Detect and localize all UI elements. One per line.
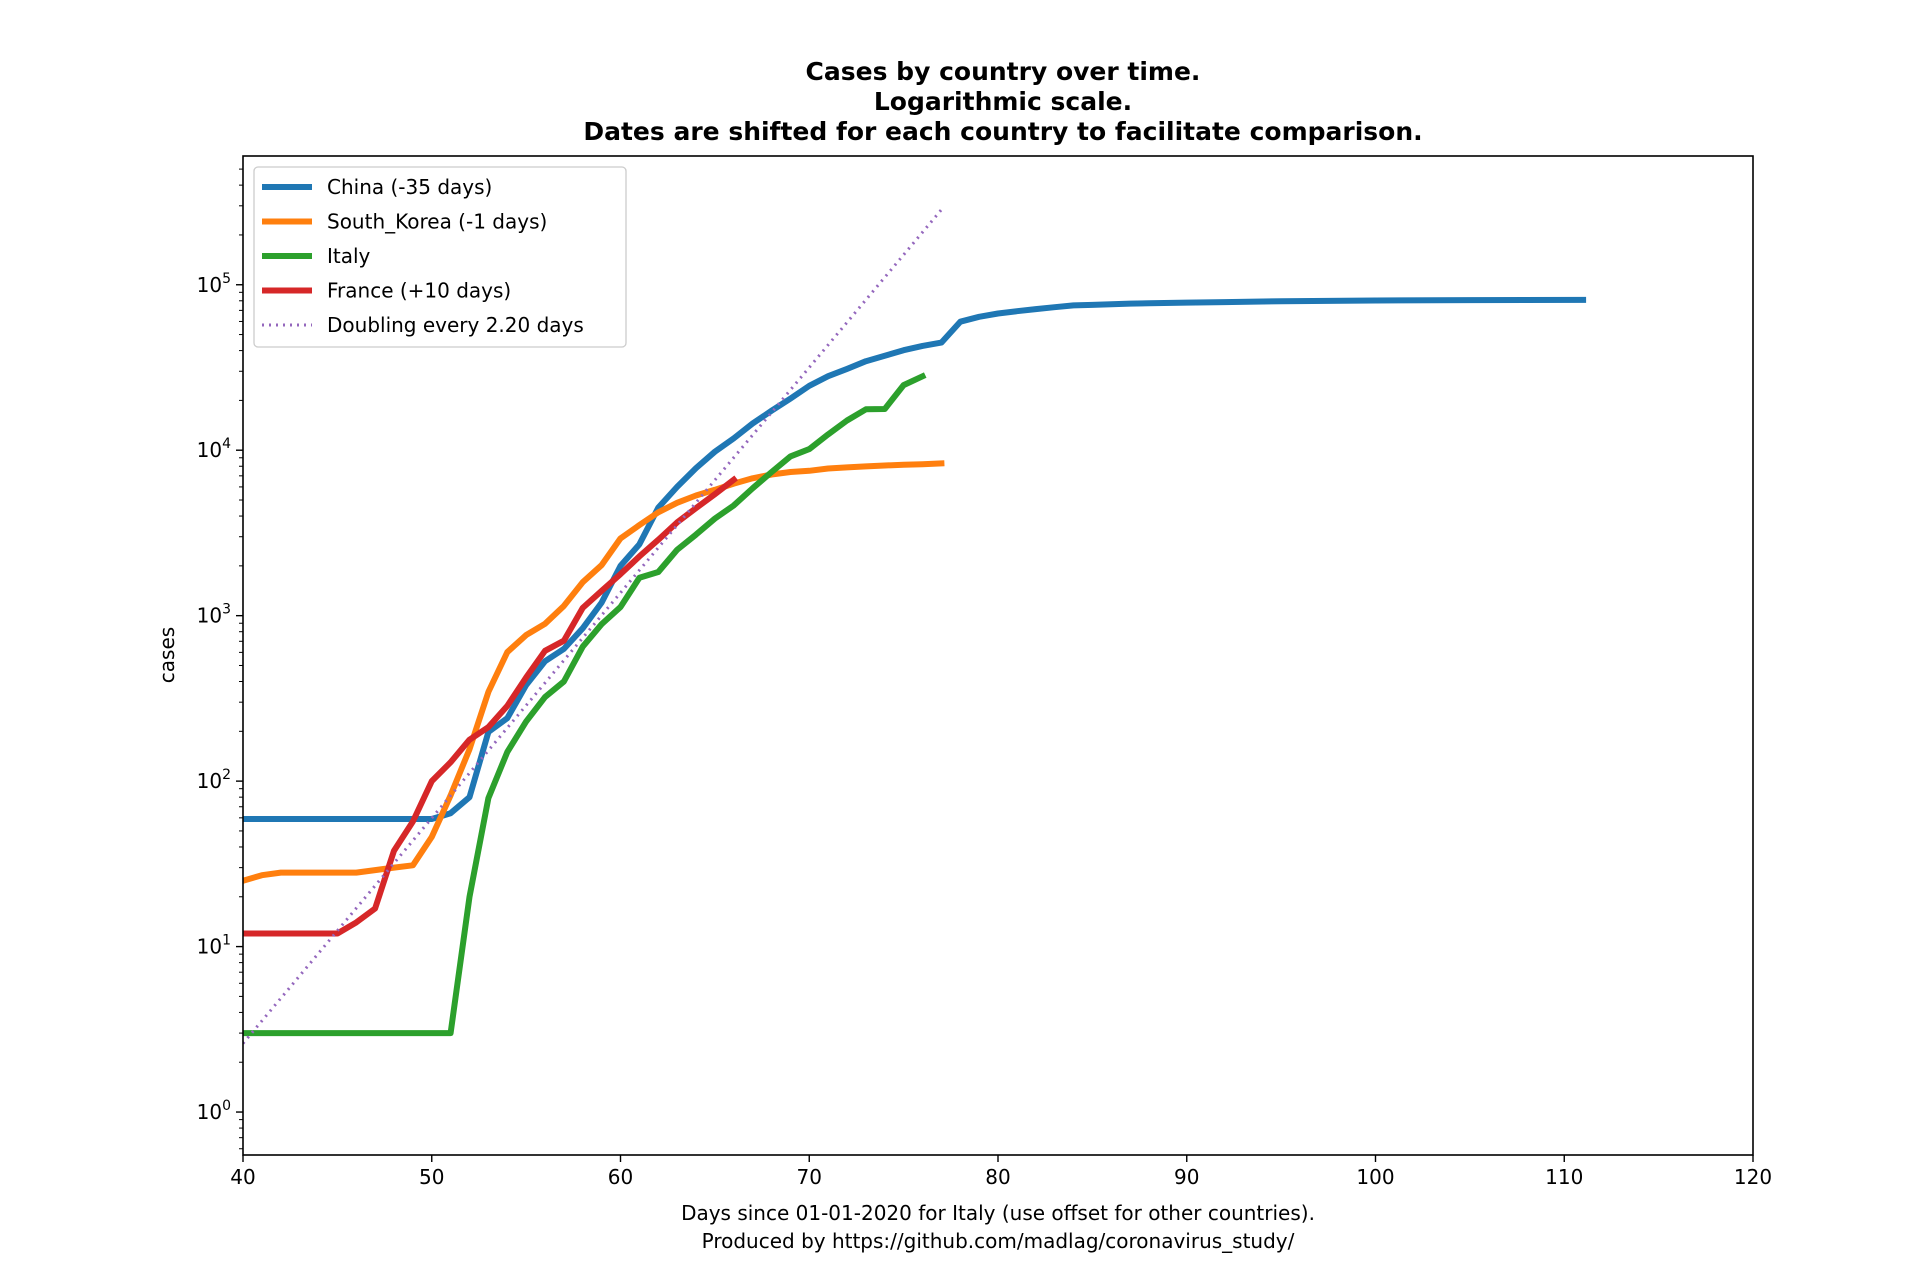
legend-label-france: France (+10 days) xyxy=(327,279,511,303)
series-line-france xyxy=(243,475,739,937)
y-axis: 100 101 102 103 104 105 xyxy=(197,168,243,1150)
x-tick-label: 60 xyxy=(608,1165,633,1189)
x-tick-label: 120 xyxy=(1734,1165,1772,1189)
legend-box xyxy=(253,166,627,348)
x-axis-label-line-1: Days since 01-01-2020 for Italy (use off… xyxy=(681,1201,1315,1225)
title-line-1: Cases by country over time. xyxy=(806,57,1201,86)
legend-label-south-korea: South_Korea (-1 days) xyxy=(327,210,547,234)
y-tick-label: 104 xyxy=(197,436,231,462)
y-tick-label: 105 xyxy=(197,271,231,297)
y-tick-label: 103 xyxy=(197,602,231,628)
legend: China (-35 days) South_Korea (-1 days) Ita… xyxy=(253,166,627,348)
series-line-china xyxy=(243,296,1587,822)
plot-lines xyxy=(243,208,1587,1045)
x-tick-label: 110 xyxy=(1545,1165,1583,1189)
series-line-south-korea xyxy=(243,460,945,884)
x-tick-label: 40 xyxy=(230,1165,255,1189)
series-line-italy xyxy=(243,372,927,1037)
title-line-2: Logarithmic scale. xyxy=(874,87,1132,116)
x-tick-label: 100 xyxy=(1356,1165,1394,1189)
chart-title: Cases by country over time. Logarithmic … xyxy=(583,57,1422,146)
legend-label-china: China (-35 days) xyxy=(327,175,492,199)
y-tick-label: 101 xyxy=(197,933,231,959)
y-tick-label: 102 xyxy=(197,767,231,793)
x-tick-label: 70 xyxy=(797,1165,822,1189)
x-tick-label: 90 xyxy=(1174,1165,1199,1189)
x-axis: 40 50 60 70 80 90 100 110 120 xyxy=(230,1155,1772,1189)
title-line-3: Dates are shifted for each country to fa… xyxy=(583,117,1422,146)
x-axis-label: Days since 01-01-2020 for Italy (use off… xyxy=(681,1201,1315,1253)
x-tick-label: 80 xyxy=(985,1165,1010,1189)
legend-label-italy: Italy xyxy=(327,244,371,268)
legend-label-doubling: Doubling every 2.20 days xyxy=(327,313,584,337)
y-axis-label: cases xyxy=(155,627,179,683)
x-axis-label-line-2: Produced by https://github.com/madlag/co… xyxy=(702,1229,1295,1253)
x-tick-label: 50 xyxy=(419,1165,444,1189)
y-tick-label: 100 xyxy=(197,1098,231,1124)
